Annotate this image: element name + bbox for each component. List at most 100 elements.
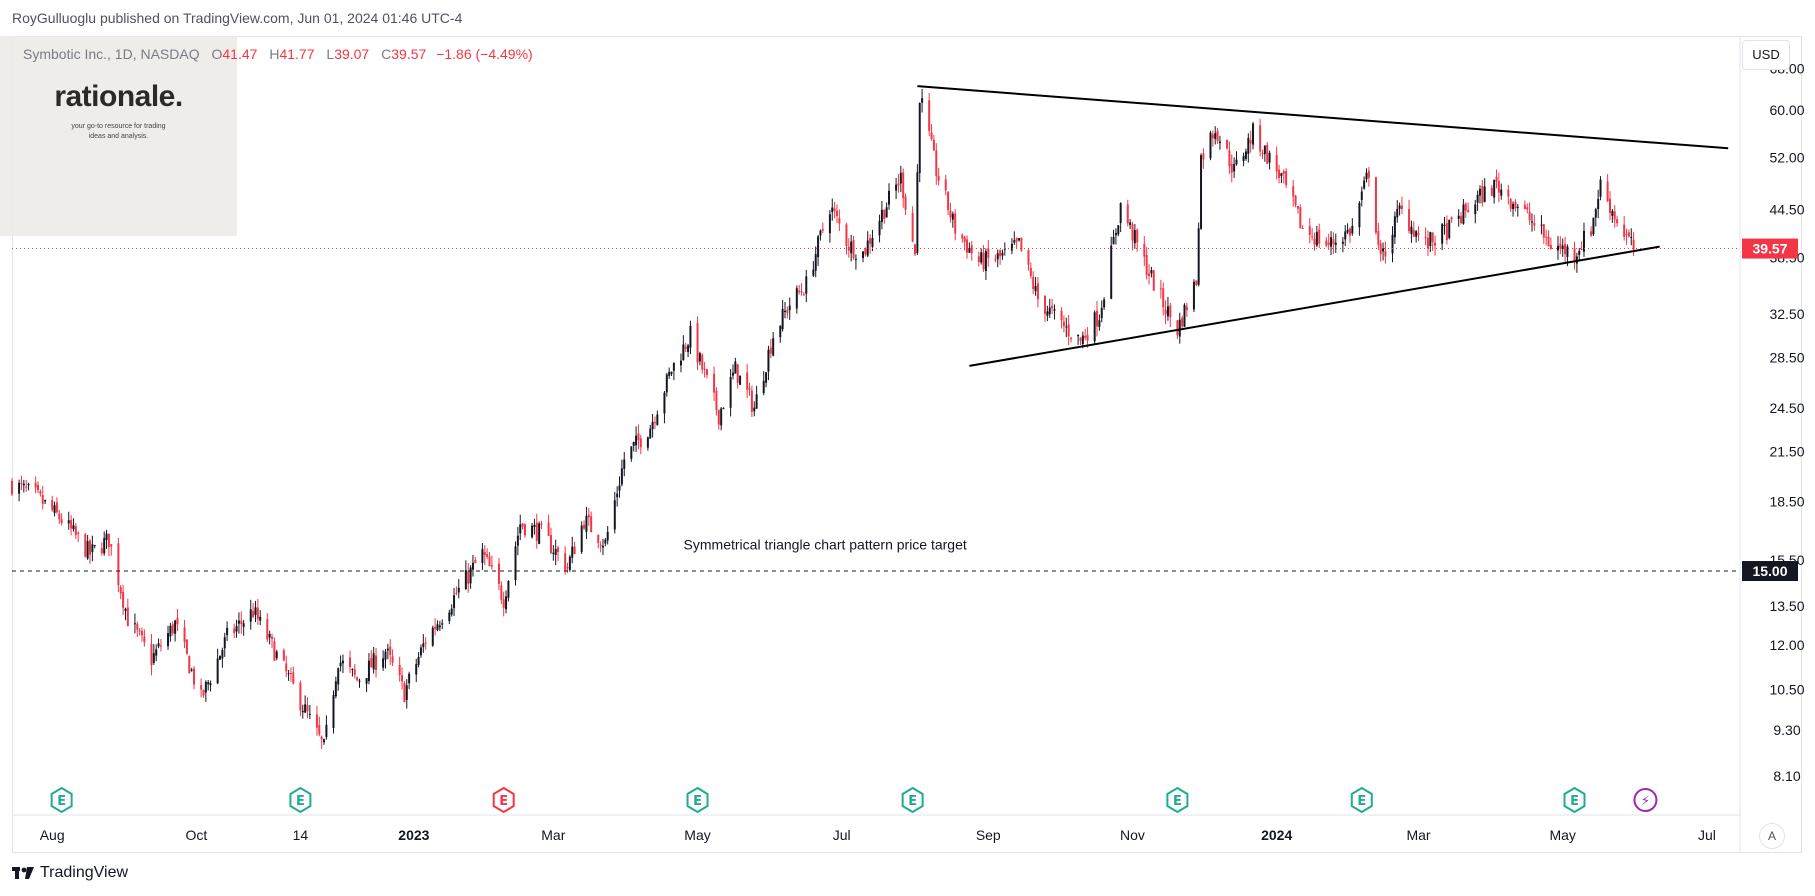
candle-body bbox=[235, 626, 238, 632]
candle-body bbox=[268, 634, 271, 638]
candle-body bbox=[323, 739, 326, 743]
candle-body bbox=[557, 547, 560, 553]
candle-body bbox=[339, 662, 342, 667]
auto-scale-button[interactable]: A bbox=[1759, 823, 1785, 849]
trendline-upper bbox=[917, 85, 1729, 150]
candle-body bbox=[60, 519, 63, 524]
currency-button[interactable]: USD bbox=[1742, 40, 1790, 70]
candle-body bbox=[951, 213, 954, 220]
earnings-event-icon bbox=[1563, 786, 1586, 814]
candle-body bbox=[1070, 338, 1073, 340]
candle-body bbox=[750, 390, 753, 412]
candle-body bbox=[788, 305, 791, 311]
candle-body bbox=[1062, 321, 1065, 327]
candle-body bbox=[1526, 207, 1529, 210]
candle-body bbox=[1582, 230, 1585, 252]
candle-body bbox=[1185, 306, 1188, 311]
candle-body bbox=[457, 587, 460, 593]
candle-body bbox=[1200, 155, 1203, 229]
candle-body bbox=[138, 630, 141, 632]
candle-body bbox=[469, 567, 472, 584]
candle-body bbox=[1261, 153, 1264, 155]
candle-body bbox=[1252, 123, 1255, 145]
candle-body bbox=[315, 714, 318, 728]
chart-frame[interactable] bbox=[12, 36, 1802, 853]
legend-low-label: L bbox=[326, 46, 335, 62]
rationale-logo: rationale. your go-to resource for tradi… bbox=[0, 36, 237, 236]
y-tick-label: 52.00 bbox=[1769, 150, 1804, 166]
candle-body bbox=[668, 371, 671, 376]
candle-body bbox=[1464, 203, 1467, 211]
candle-body bbox=[944, 179, 947, 191]
candle-body bbox=[25, 486, 28, 488]
candle-body bbox=[1348, 228, 1351, 236]
candle-body bbox=[585, 515, 588, 532]
candle-body bbox=[488, 556, 491, 567]
candle-body bbox=[1294, 195, 1297, 206]
candle-body bbox=[441, 623, 444, 625]
candle-body bbox=[1493, 179, 1496, 198]
legend-low-value: 39.07 bbox=[334, 46, 370, 62]
candle-body bbox=[1044, 295, 1047, 314]
candle-body bbox=[970, 245, 973, 254]
candle-body bbox=[122, 591, 125, 608]
candle-body bbox=[679, 360, 682, 366]
candle-body bbox=[928, 100, 931, 131]
candle-body bbox=[918, 102, 921, 174]
candle-body bbox=[1396, 208, 1399, 218]
candle-body bbox=[183, 627, 186, 643]
candle-body bbox=[947, 191, 950, 211]
candle-body bbox=[1332, 239, 1335, 245]
candle-body bbox=[1490, 187, 1493, 196]
candle-body bbox=[219, 655, 222, 660]
candle-body bbox=[656, 414, 659, 426]
candle-body bbox=[1048, 307, 1051, 315]
candle-body bbox=[620, 468, 623, 485]
candle-body bbox=[703, 368, 706, 370]
candle-body bbox=[289, 672, 292, 674]
candle-body bbox=[226, 627, 229, 636]
candle-body bbox=[271, 636, 274, 639]
candle-body bbox=[1330, 237, 1333, 247]
candle-body bbox=[117, 543, 120, 586]
footer-brand: TradingView bbox=[12, 864, 128, 882]
candle-body bbox=[39, 491, 42, 494]
candle-body bbox=[1478, 188, 1481, 196]
candle-body bbox=[174, 620, 177, 634]
candle-body bbox=[705, 369, 708, 375]
candle-body bbox=[646, 437, 649, 448]
x-tick-label: Jul bbox=[1698, 827, 1716, 843]
candle-body bbox=[1523, 204, 1526, 210]
candle-body bbox=[1162, 288, 1165, 308]
candle-body bbox=[533, 524, 536, 527]
candle-body bbox=[1112, 236, 1115, 245]
candle-body bbox=[1410, 226, 1413, 234]
logo-tagline: your go-to resource for trading ideas an… bbox=[0, 122, 237, 142]
candle-body bbox=[37, 484, 40, 490]
candle-body bbox=[133, 623, 136, 625]
candle-body bbox=[318, 725, 321, 735]
candle-body bbox=[1192, 281, 1195, 310]
y-tick-label: 13.50 bbox=[1769, 598, 1804, 614]
candle-body bbox=[1150, 270, 1153, 274]
candle-body bbox=[580, 525, 583, 552]
candle-body bbox=[1408, 209, 1411, 232]
tradingview-logo-icon bbox=[12, 867, 34, 879]
candle-body bbox=[1632, 239, 1635, 250]
candle-body bbox=[762, 380, 765, 394]
candle-body bbox=[618, 485, 621, 491]
candle-body bbox=[651, 421, 654, 430]
candle-body bbox=[1561, 245, 1564, 250]
candle-body bbox=[126, 607, 129, 627]
candle-body bbox=[715, 390, 718, 411]
candle-body bbox=[1613, 211, 1616, 220]
candle-body bbox=[1136, 229, 1139, 243]
legend-change: −1.86 (−4.49%) bbox=[436, 46, 533, 62]
candle-body bbox=[1597, 198, 1600, 210]
legend-symbol: Symbotic Inc., 1D, NASDAQ bbox=[23, 46, 200, 62]
candle-body bbox=[240, 620, 243, 625]
event-label: E bbox=[57, 794, 66, 809]
candle-body bbox=[746, 372, 749, 390]
candle-body bbox=[1325, 240, 1328, 246]
